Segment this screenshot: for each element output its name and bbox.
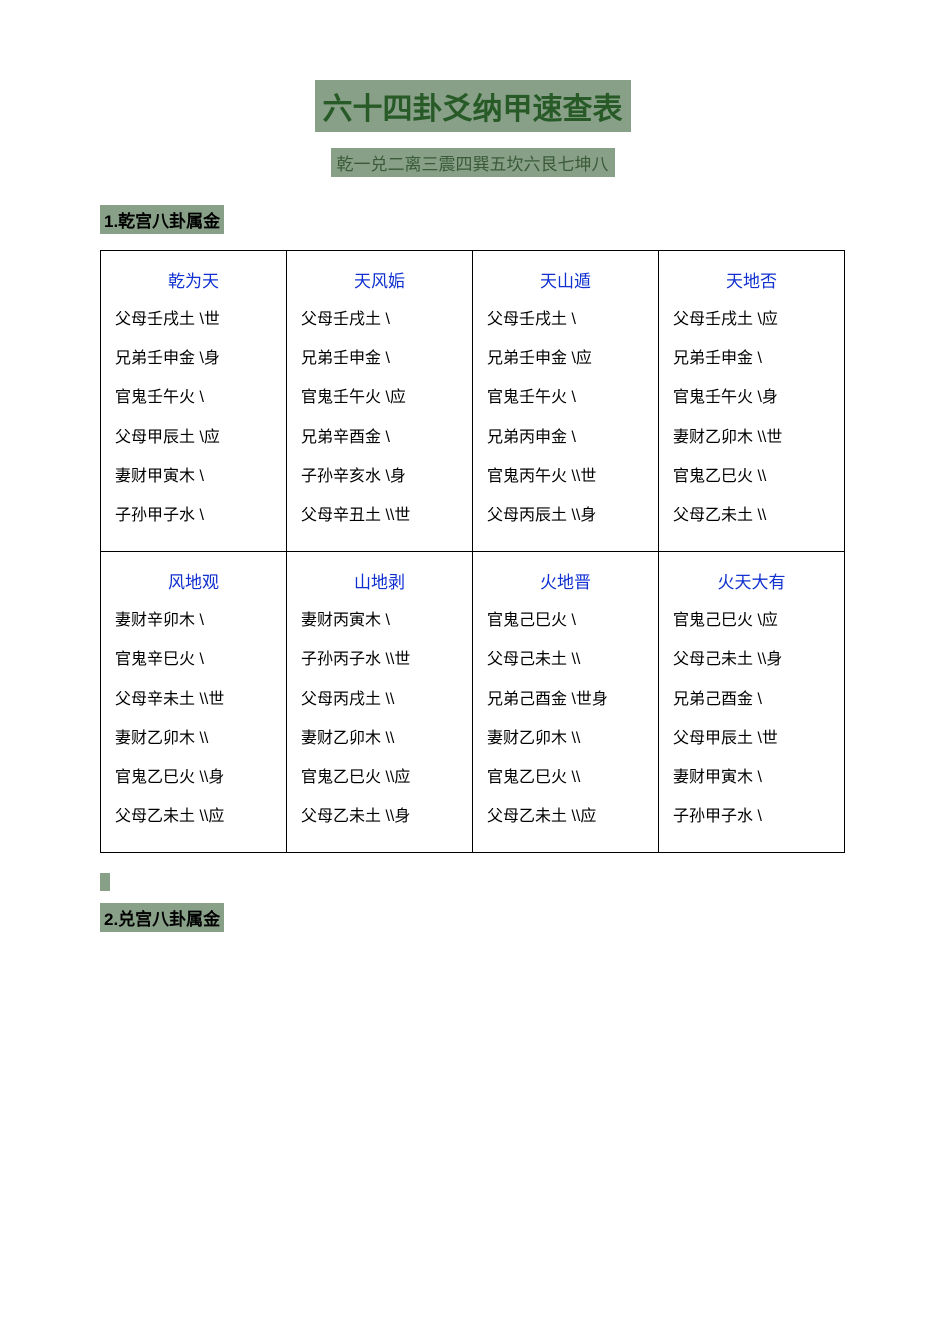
- yao-line: 父母辛未土 \\世: [115, 680, 272, 719]
- section-divider-icon: [100, 873, 110, 891]
- yao-line: 父母壬戌土 \应: [673, 300, 830, 339]
- yao-line: 官鬼己巳火 \: [487, 601, 644, 640]
- yao-line: 妻财乙卯木 \\世: [673, 418, 830, 457]
- yao-line: 妻财乙卯木 \\: [301, 719, 458, 758]
- gua-name: 风地观: [115, 564, 272, 601]
- yao-line: 官鬼壬午火 \: [487, 378, 644, 417]
- yao-line: 妻财乙卯木 \\: [487, 719, 644, 758]
- yao-line: 父母己未土 \\: [487, 640, 644, 679]
- gua-name: 乾为天: [115, 263, 272, 300]
- yao-line: 父母己未土 \\身: [673, 640, 830, 679]
- yao-line: 妻财乙卯木 \\: [115, 719, 272, 758]
- gua-name: 山地剥: [301, 564, 458, 601]
- yao-line: 父母乙未土 \\应: [487, 797, 644, 836]
- yao-line: 官鬼壬午火 \应: [301, 378, 458, 417]
- yao-line: 父母壬戌土 \世: [115, 300, 272, 339]
- yao-line: 兄弟壬申金 \应: [487, 339, 644, 378]
- yao-line: 子孙甲子水 \: [673, 797, 830, 836]
- gua-name: 火地晋: [487, 564, 644, 601]
- yao-line: 父母乙未土 \\: [673, 496, 830, 535]
- gua-cell: 火地晋 官鬼己巳火 \ 父母己未土 \\ 兄弟己酉金 \世身 妻财乙卯木 \\ …: [473, 552, 659, 853]
- gua-table-1: 乾为天 父母壬戌土 \世 兄弟壬申金 \身 官鬼壬午火 \ 父母甲辰土 \应 妻…: [100, 250, 845, 853]
- gua-name: 天山遁: [487, 263, 644, 300]
- yao-line: 兄弟壬申金 \身: [115, 339, 272, 378]
- yao-line: 父母乙未土 \\身: [301, 797, 458, 836]
- section-2: 2.兑宫八卦属金: [100, 903, 845, 948]
- yao-line: 妻财丙寅木 \: [301, 601, 458, 640]
- yao-line: 官鬼乙巳火 \\: [487, 758, 644, 797]
- gua-cell: 乾为天 父母壬戌土 \世 兄弟壬申金 \身 官鬼壬午火 \ 父母甲辰土 \应 妻…: [101, 251, 287, 552]
- yao-line: 兄弟辛酉金 \: [301, 418, 458, 457]
- yao-line: 兄弟壬申金 \: [673, 339, 830, 378]
- yao-line: 官鬼己巳火 \应: [673, 601, 830, 640]
- yao-line: 官鬼乙巳火 \\: [673, 457, 830, 496]
- yao-line: 父母丙戌土 \\: [301, 680, 458, 719]
- yao-line: 官鬼丙午火 \\世: [487, 457, 644, 496]
- gua-cell: 天山遁 父母壬戌土 \ 兄弟壬申金 \应 官鬼壬午火 \ 兄弟丙申金 \ 官鬼丙…: [473, 251, 659, 552]
- yao-line: 子孙丙子水 \\世: [301, 640, 458, 679]
- gua-cell: 风地观 妻财辛卯木 \ 官鬼辛巳火 \ 父母辛未土 \\世 妻财乙卯木 \\ 官…: [101, 552, 287, 853]
- yao-line: 父母甲辰土 \应: [115, 418, 272, 457]
- gua-cell: 火天大有 官鬼己巳火 \应 父母己未土 \\身 兄弟己酉金 \ 父母甲辰土 \世…: [659, 552, 845, 853]
- section-1: 1.乾宫八卦属金 乾为天 父母壬戌土 \世 兄弟壬申金 \身 官鬼壬午火 \ 父…: [100, 205, 845, 853]
- yao-line: 父母甲辰土 \世: [673, 719, 830, 758]
- section-2-heading: 2.兑宫八卦属金: [100, 903, 224, 932]
- page-subtitle: 乾一兑二离三震四巽五坎六艮七坤八: [331, 148, 615, 177]
- yao-line: 官鬼乙巳火 \\应: [301, 758, 458, 797]
- yao-line: 子孙辛亥水 \身: [301, 457, 458, 496]
- page-title: 六十四卦爻纳甲速查表: [315, 80, 631, 132]
- yao-line: 兄弟己酉金 \世身: [487, 680, 644, 719]
- yao-line: 妻财甲寅木 \: [673, 758, 830, 797]
- yao-line: 官鬼乙巳火 \\身: [115, 758, 272, 797]
- gua-name: 天地否: [673, 263, 830, 300]
- yao-line: 官鬼壬午火 \: [115, 378, 272, 417]
- gua-name: 天风姤: [301, 263, 458, 300]
- yao-line: 兄弟壬申金 \: [301, 339, 458, 378]
- yao-line: 父母辛丑土 \\世: [301, 496, 458, 535]
- yao-line: 父母乙未土 \\应: [115, 797, 272, 836]
- gua-name: 火天大有: [673, 564, 830, 601]
- yao-line: 兄弟己酉金 \: [673, 680, 830, 719]
- section-1-heading: 1.乾宫八卦属金: [100, 205, 224, 234]
- yao-line: 父母丙辰土 \\身: [487, 496, 644, 535]
- yao-line: 父母壬戌土 \: [301, 300, 458, 339]
- gua-cell: 山地剥 妻财丙寅木 \ 子孙丙子水 \\世 父母丙戌土 \\ 妻财乙卯木 \\ …: [287, 552, 473, 853]
- gua-cell: 天地否 父母壬戌土 \应 兄弟壬申金 \ 官鬼壬午火 \身 妻财乙卯木 \\世 …: [659, 251, 845, 552]
- yao-line: 父母壬戌土 \: [487, 300, 644, 339]
- yao-line: 子孙甲子水 \: [115, 496, 272, 535]
- yao-line: 官鬼壬午火 \身: [673, 378, 830, 417]
- yao-line: 妻财甲寅木 \: [115, 457, 272, 496]
- yao-line: 妻财辛卯木 \: [115, 601, 272, 640]
- gua-cell: 天风姤 父母壬戌土 \ 兄弟壬申金 \ 官鬼壬午火 \应 兄弟辛酉金 \ 子孙辛…: [287, 251, 473, 552]
- yao-line: 兄弟丙申金 \: [487, 418, 644, 457]
- yao-line: 官鬼辛巳火 \: [115, 640, 272, 679]
